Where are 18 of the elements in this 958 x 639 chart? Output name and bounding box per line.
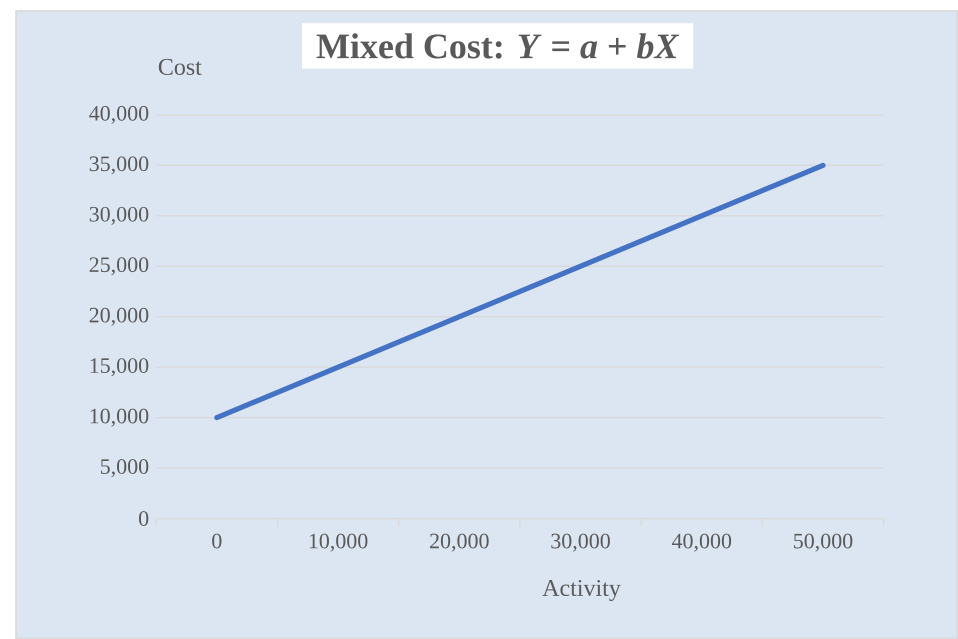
x-tick-label: 0 [212,533,222,548]
y-tick-label: 40,000 [89,106,148,124]
x-tick-label: 40,000 [672,533,732,552]
y-tick-label: 10,000 [90,408,148,427]
x-tick-label: 20,000 [430,533,489,552]
y-tick-label: 25,000 [90,257,148,276]
x-tick-label: 30,000 [551,533,610,552]
x-tick-label: 50,000 [794,533,852,552]
y-tick-label: 20,000 [90,308,148,326]
y-tick-label: 35,000 [90,156,148,174]
y-tick-label: 30,000 [90,206,148,225]
chart-title: Mixed Cost: Y = a + bX [316,33,680,59]
y-tick-label: 0 [139,511,148,526]
x-axis-title: Activity [542,580,621,601]
y-tick-label: 15,000 [90,358,148,376]
x-tick-label: 10,000 [310,533,368,552]
y-tick-label: 5,000 [100,458,148,477]
y-axis-title: Cost [158,58,202,75]
